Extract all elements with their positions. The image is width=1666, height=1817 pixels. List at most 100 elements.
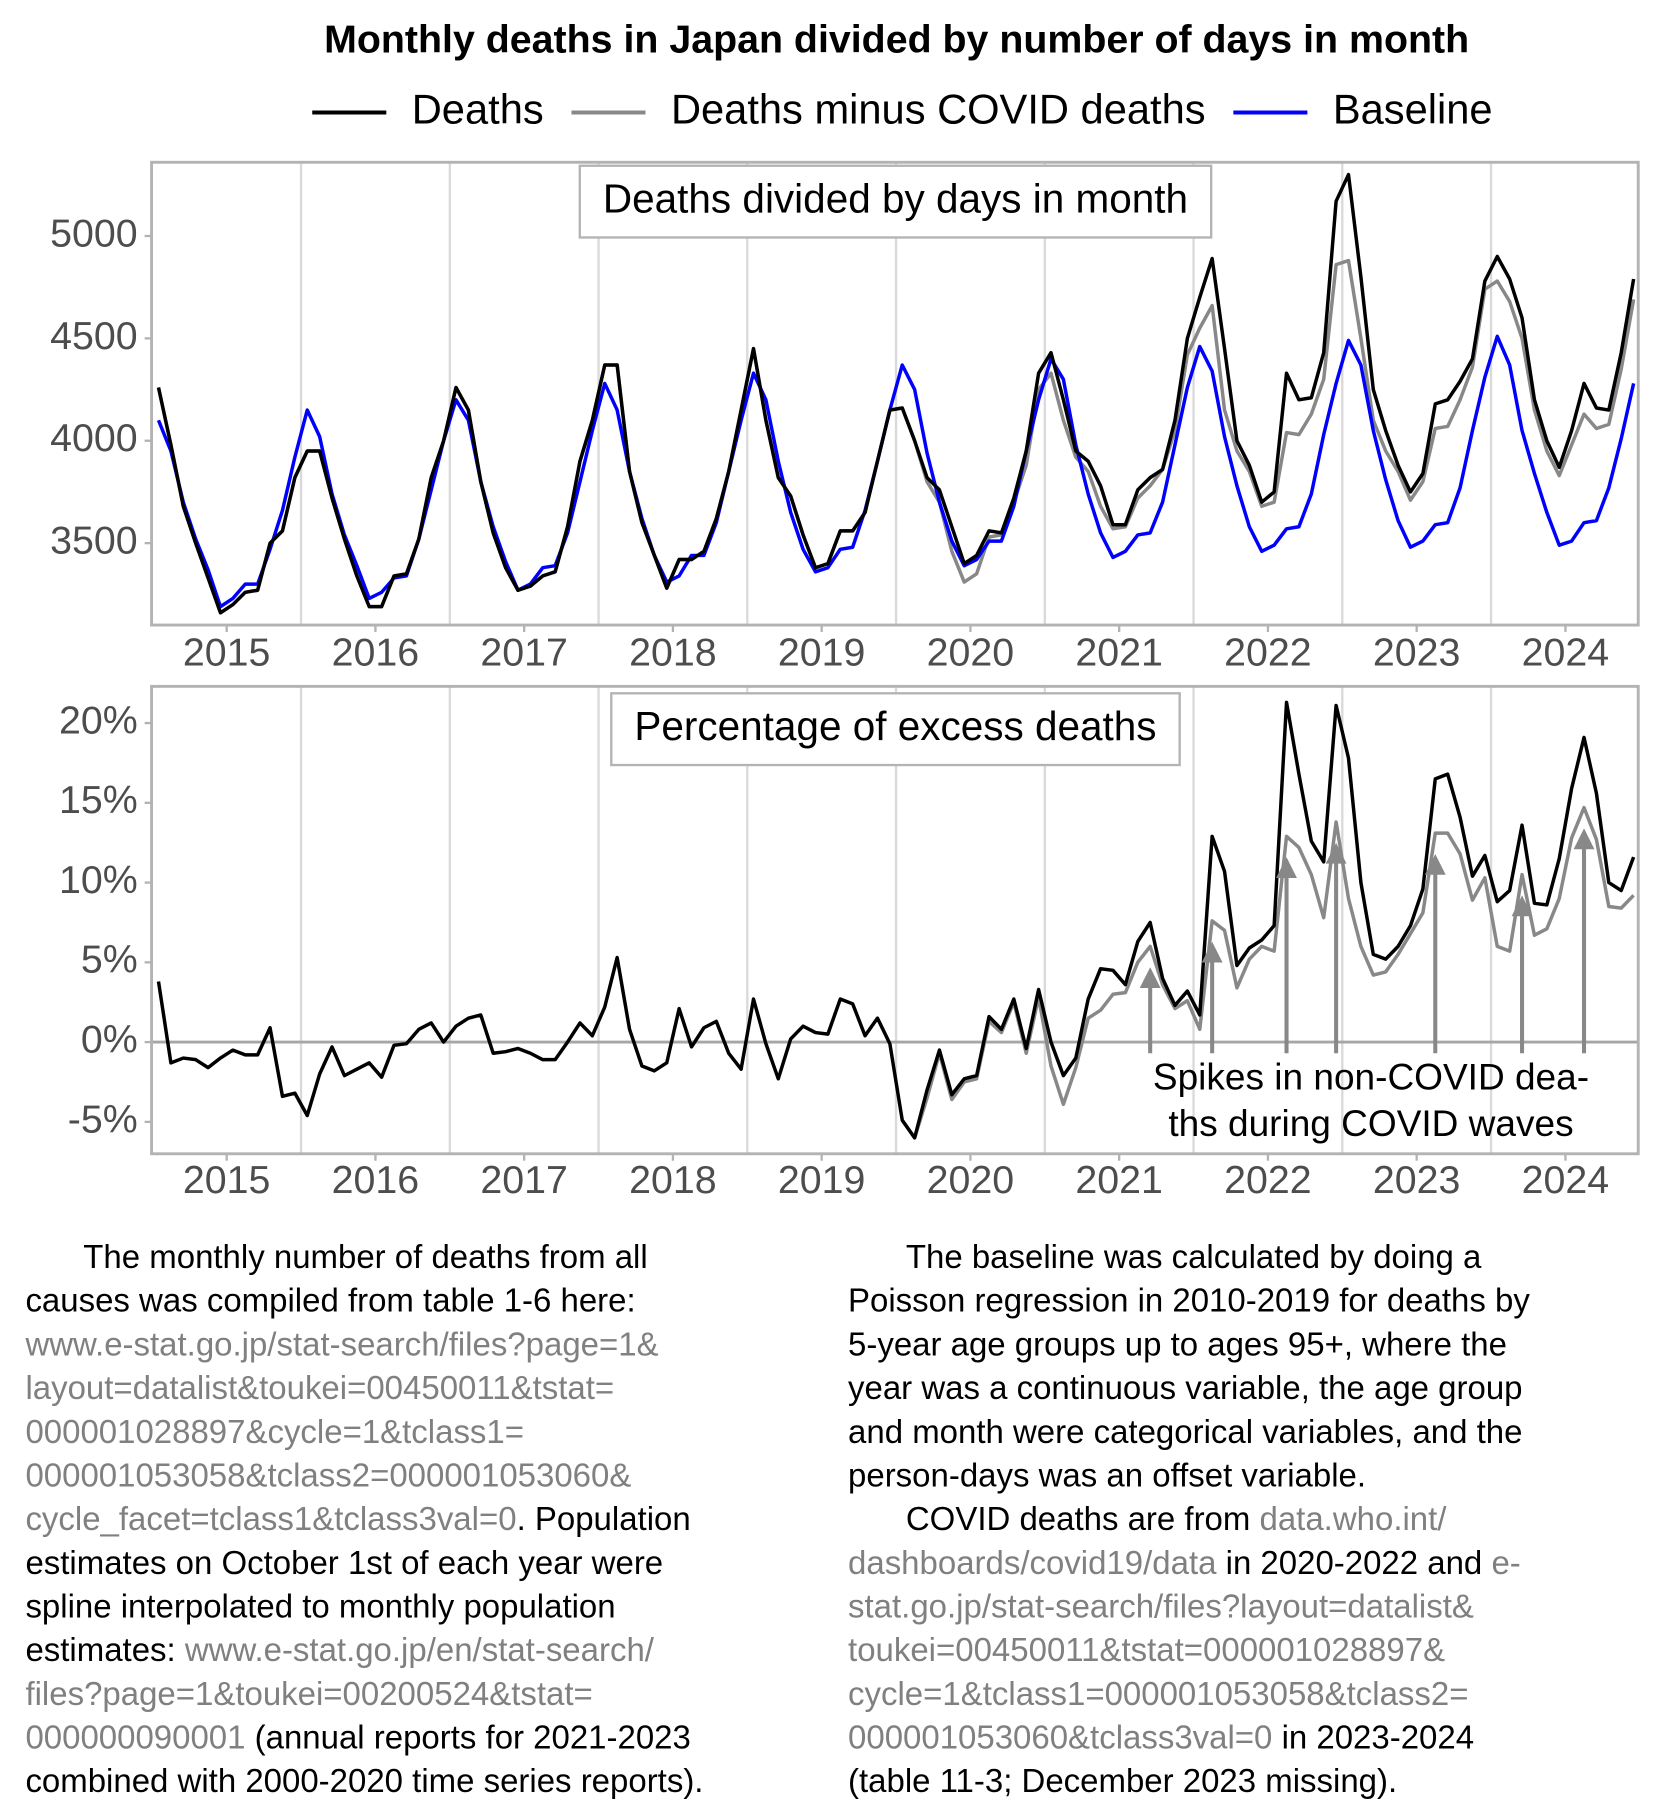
y-tick-label: 15% — [59, 778, 138, 822]
note-text: 5-year age groups up to ages 95+, where … — [848, 1325, 1507, 1362]
x-tick-label: 2023 — [1373, 631, 1461, 675]
x-tick-label: 2015 — [183, 631, 271, 675]
note-link: dashboards/covid19/data — [848, 1543, 1217, 1580]
legend: Deaths Deaths minus COVID deaths Baseline — [312, 86, 1493, 133]
note-line: 000001053058&tclass2=000001053060& — [25, 1456, 631, 1493]
y-tick-label: 4000 — [50, 416, 138, 460]
note-line: www.e-stat.go.jp/stat-search/files?page=… — [24, 1325, 658, 1362]
note-line: cycle_facet=tclass1&tclass3val=0. Popula… — [25, 1500, 690, 1537]
note-line: cycle=1&tclass1=000001053058&tclass2= — [848, 1675, 1468, 1712]
arrow-head — [1276, 857, 1297, 878]
panel-border — [150, 684, 1640, 1156]
x-tick-label: 2017 — [480, 1158, 567, 1202]
x-tick-label: 2018 — [629, 631, 717, 675]
note-text: COVID deaths are from — [906, 1500, 1260, 1537]
note-text: spline interpolated to monthly populatio… — [25, 1587, 615, 1624]
y-tick-label: -5% — [68, 1097, 138, 1141]
note-line: 000001028897&cycle=1&tclass1= — [25, 1412, 524, 1449]
note-line: layout=datalist&toukei=00450011&tstat= — [25, 1369, 614, 1406]
note-text: Poisson regression in 2010-2019 for deat… — [848, 1281, 1530, 1318]
arrow-head — [1139, 967, 1161, 989]
note-line: dashboards/covid19/data in 2020-2022 and… — [848, 1543, 1521, 1580]
legend-label: Baseline — [1333, 86, 1493, 133]
note-link: www.e-stat.go.jp/stat-search/files?page=… — [24, 1325, 658, 1362]
note-link: 000001053058&tclass2=000001053060& — [25, 1456, 631, 1493]
arrow-head — [1424, 853, 1446, 875]
x-tick-label: 2021 — [1075, 1158, 1163, 1202]
note-link: files?page=1&toukei=00200524&tstat= — [25, 1675, 592, 1712]
x-tick-label: 2022 — [1224, 631, 1312, 675]
legend-label: Deaths — [412, 86, 544, 133]
note-link: cycle=1&tclass1=000001053058&tclass2= — [848, 1675, 1468, 1712]
note-line: year was a continuous variable, the age … — [848, 1369, 1522, 1406]
panel-label-box — [610, 692, 1181, 767]
note-text: year was a continuous variable, the age … — [848, 1369, 1522, 1406]
y-tick-label: 5% — [81, 938, 138, 982]
chart-title: Monthly deaths in Japan divided by numbe… — [324, 17, 1469, 61]
x-tick-label: 2016 — [332, 631, 420, 675]
note-text: The monthly number of deaths from all — [83, 1238, 647, 1275]
note-line: (table 11-3; December 2023 missing). — [848, 1762, 1397, 1799]
note-line: estimates: www.e-stat.go.jp/en/stat-sear… — [25, 1631, 654, 1668]
note-link: data.who.int/ — [1260, 1500, 1448, 1537]
note-line: stat.go.jp/stat-search/files?layout=data… — [848, 1587, 1474, 1624]
x-tick-label: 2024 — [1522, 631, 1610, 675]
note-text: estimates: — [25, 1631, 184, 1668]
note-link: www.e-stat.go.jp/en/stat-search/ — [184, 1631, 655, 1668]
note-text: in 2020-2022 and — [1216, 1543, 1491, 1580]
panel-label: Percentage of excess deaths — [634, 703, 1156, 749]
note-text: combined with 2000-2020 time series repo… — [25, 1762, 703, 1799]
panel-border — [150, 160, 1640, 627]
note-line: The monthly number of deaths from all — [83, 1238, 647, 1275]
note-line: The baseline was calculated by doing a — [906, 1238, 1482, 1275]
x-tick-label: 2016 — [332, 1158, 420, 1202]
arrow-head — [1511, 895, 1533, 917]
note-text: (annual reports for 2021-2023 — [245, 1718, 690, 1755]
note-line: person-days was an offset variable. — [848, 1456, 1366, 1493]
note-line: Poisson regression in 2010-2019 for deat… — [848, 1281, 1530, 1318]
panel-label: Deaths divided by days in month — [603, 175, 1188, 221]
y-tick-label: 0% — [81, 1017, 138, 1061]
data-line — [156, 334, 1636, 609]
panel-label-box — [578, 164, 1213, 239]
note-line: toukei=00450011&tstat=000001028897& — [848, 1631, 1445, 1668]
note-line: estimates on October 1st of each year we… — [25, 1543, 663, 1580]
x-tick-label: 2023 — [1373, 1158, 1461, 1202]
note-text: in 2023-2024 — [1272, 1718, 1474, 1755]
y-tick-label: 10% — [59, 858, 138, 902]
note-link: e- — [1491, 1543, 1520, 1580]
note-link: 000000090001 — [25, 1718, 245, 1755]
arrow-head — [1201, 941, 1223, 963]
note-line: combined with 2000-2020 time series repo… — [25, 1762, 703, 1799]
note-text: person-days was an offset variable. — [848, 1456, 1366, 1493]
note-link: 000001028897&cycle=1&tclass1= — [25, 1412, 524, 1449]
x-tick-label: 2020 — [927, 1158, 1015, 1202]
data-line — [156, 172, 1636, 615]
note-text: . Population — [517, 1500, 691, 1537]
y-tick-label: 4500 — [50, 314, 138, 358]
note-text: and month were categorical variables, an… — [848, 1412, 1522, 1449]
note-line: causes was compiled from table 1-6 here: — [25, 1281, 635, 1318]
note-text: (table 11-3; December 2023 missing). — [848, 1762, 1397, 1799]
y-tick-label: 3500 — [50, 519, 138, 563]
y-tick-label: 5000 — [50, 211, 138, 255]
x-tick-label: 2017 — [480, 631, 567, 675]
annotation-text: ths during COVID waves — [1168, 1102, 1573, 1144]
x-tick-label: 2018 — [629, 1158, 717, 1202]
legend-label: Deaths minus COVID deaths — [671, 86, 1206, 133]
note-text: The baseline was calculated by doing a — [906, 1238, 1482, 1275]
note-line: 000001053060&tclass3val=0 in 2023-2024 — [848, 1718, 1474, 1755]
note-text: estimates on October 1st of each year we… — [25, 1543, 663, 1580]
note-line: COVID deaths are from data.who.int/ — [906, 1500, 1447, 1537]
y-tick-label: 20% — [59, 698, 138, 742]
note-line: spline interpolated to monthly populatio… — [25, 1587, 615, 1624]
x-tick-label: 2021 — [1075, 631, 1163, 675]
x-tick-label: 2024 — [1522, 1158, 1610, 1202]
arrow-head — [1573, 828, 1595, 850]
x-tick-label: 2022 — [1224, 1158, 1312, 1202]
note-link: cycle_facet=tclass1&tclass3val=0 — [25, 1500, 516, 1537]
note-line: 000000090001 (annual reports for 2021-20… — [25, 1718, 690, 1755]
note-line: and month were categorical variables, an… — [848, 1412, 1522, 1449]
x-tick-label: 2020 — [927, 631, 1015, 675]
